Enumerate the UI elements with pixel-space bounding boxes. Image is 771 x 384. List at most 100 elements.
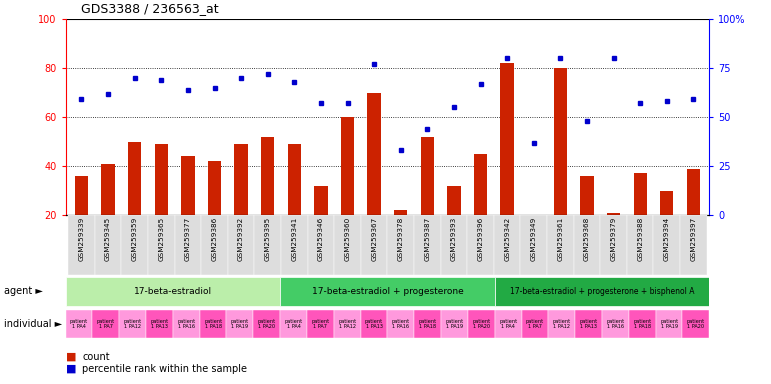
Bar <box>547 215 574 275</box>
Text: patient
1 PA18: patient 1 PA18 <box>419 319 436 329</box>
Bar <box>468 310 495 338</box>
Text: patient
1 PA13: patient 1 PA13 <box>365 319 383 329</box>
Text: GSM259379: GSM259379 <box>611 217 617 261</box>
Text: patient
1 PA12: patient 1 PA12 <box>123 319 142 329</box>
Text: patient
1 PA18: patient 1 PA18 <box>633 319 651 329</box>
Bar <box>281 215 308 275</box>
Text: agent ►: agent ► <box>4 286 42 296</box>
Bar <box>155 144 168 264</box>
Text: patient
1 PA7: patient 1 PA7 <box>526 319 544 329</box>
Bar <box>554 68 567 264</box>
Bar <box>68 215 95 275</box>
Bar <box>655 310 682 338</box>
Bar <box>581 176 594 264</box>
Text: patient
1 PA13: patient 1 PA13 <box>150 319 169 329</box>
Bar <box>682 310 709 338</box>
Text: ■: ■ <box>66 352 76 362</box>
Bar <box>602 310 629 338</box>
Bar <box>441 310 468 338</box>
Text: GSM259360: GSM259360 <box>345 217 351 261</box>
Bar <box>414 215 441 275</box>
Bar <box>121 215 148 275</box>
Text: patient
1 PA20: patient 1 PA20 <box>258 319 276 329</box>
Text: GSM259342: GSM259342 <box>504 217 510 261</box>
Bar <box>227 310 254 338</box>
Bar <box>334 310 361 338</box>
Text: GSM259377: GSM259377 <box>185 217 191 261</box>
Bar <box>627 215 654 275</box>
Text: patient
1 PA16: patient 1 PA16 <box>177 319 195 329</box>
Bar <box>208 161 221 264</box>
Text: GSM259359: GSM259359 <box>132 217 138 261</box>
Bar <box>288 144 301 264</box>
Text: GSM259387: GSM259387 <box>424 217 430 261</box>
Text: GSM259395: GSM259395 <box>264 217 271 261</box>
Bar <box>93 310 120 338</box>
Text: percentile rank within the sample: percentile rank within the sample <box>82 364 247 374</box>
Bar <box>388 310 414 338</box>
Text: 17-beta-estradiol + progesterone: 17-beta-estradiol + progesterone <box>311 287 463 296</box>
Text: GSM259368: GSM259368 <box>584 217 590 261</box>
Bar <box>334 215 361 275</box>
Text: patient
1 PA7: patient 1 PA7 <box>96 319 115 329</box>
Text: GSM259392: GSM259392 <box>238 217 244 261</box>
Bar <box>629 310 655 338</box>
Text: 17-beta-estradiol: 17-beta-estradiol <box>134 287 212 296</box>
Text: GSM259388: GSM259388 <box>637 217 643 261</box>
Text: GSM259367: GSM259367 <box>371 217 377 261</box>
Bar <box>575 310 602 338</box>
Bar <box>527 215 540 264</box>
Text: patient
1 PA20: patient 1 PA20 <box>687 319 705 329</box>
Bar <box>234 144 247 264</box>
Text: 17-beta-estradiol + progesterone + bisphenol A: 17-beta-estradiol + progesterone + bisph… <box>510 287 694 296</box>
Text: patient
1 PA4: patient 1 PA4 <box>284 319 302 329</box>
Text: ■: ■ <box>66 364 76 374</box>
Text: patient
1 PA19: patient 1 PA19 <box>231 319 249 329</box>
Bar <box>495 277 709 306</box>
Bar <box>414 310 441 338</box>
Text: GSM259396: GSM259396 <box>477 217 483 261</box>
Bar <box>421 137 434 264</box>
Bar <box>128 142 141 264</box>
Bar <box>634 174 647 264</box>
Text: GSM259394: GSM259394 <box>664 217 670 261</box>
Text: GSM259393: GSM259393 <box>451 217 457 261</box>
Bar <box>394 210 407 264</box>
Bar <box>361 310 387 338</box>
Bar <box>146 310 173 338</box>
Bar <box>102 164 115 264</box>
Text: patient
1 PA18: patient 1 PA18 <box>204 319 222 329</box>
Bar <box>495 310 521 338</box>
Text: patient
1 PA12: patient 1 PA12 <box>553 319 571 329</box>
Bar <box>315 186 328 264</box>
Text: individual ►: individual ► <box>4 319 62 329</box>
Bar <box>494 215 520 275</box>
Bar <box>467 215 494 275</box>
Bar <box>548 310 575 338</box>
Text: patient
1 PA7: patient 1 PA7 <box>311 319 329 329</box>
Text: GSM259397: GSM259397 <box>690 217 696 261</box>
Bar <box>201 215 227 275</box>
Bar <box>441 215 467 275</box>
Bar <box>200 310 227 338</box>
Text: patient
1 PA20: patient 1 PA20 <box>473 319 490 329</box>
Bar <box>341 117 354 264</box>
Text: patient
1 PA12: patient 1 PA12 <box>338 319 356 329</box>
Bar <box>387 215 414 275</box>
Text: count: count <box>82 352 110 362</box>
Bar <box>607 213 620 264</box>
Bar <box>687 169 700 264</box>
Text: GDS3388 / 236563_at: GDS3388 / 236563_at <box>81 2 219 15</box>
Text: GSM259341: GSM259341 <box>291 217 298 261</box>
Text: GSM259339: GSM259339 <box>79 217 85 261</box>
Bar <box>66 310 93 338</box>
Bar <box>660 190 673 264</box>
Bar <box>261 137 274 264</box>
Bar <box>181 156 194 264</box>
Bar <box>654 215 680 275</box>
Bar <box>601 215 627 275</box>
Bar <box>307 310 334 338</box>
Bar <box>280 277 495 306</box>
Bar <box>254 215 281 275</box>
Bar <box>574 215 601 275</box>
